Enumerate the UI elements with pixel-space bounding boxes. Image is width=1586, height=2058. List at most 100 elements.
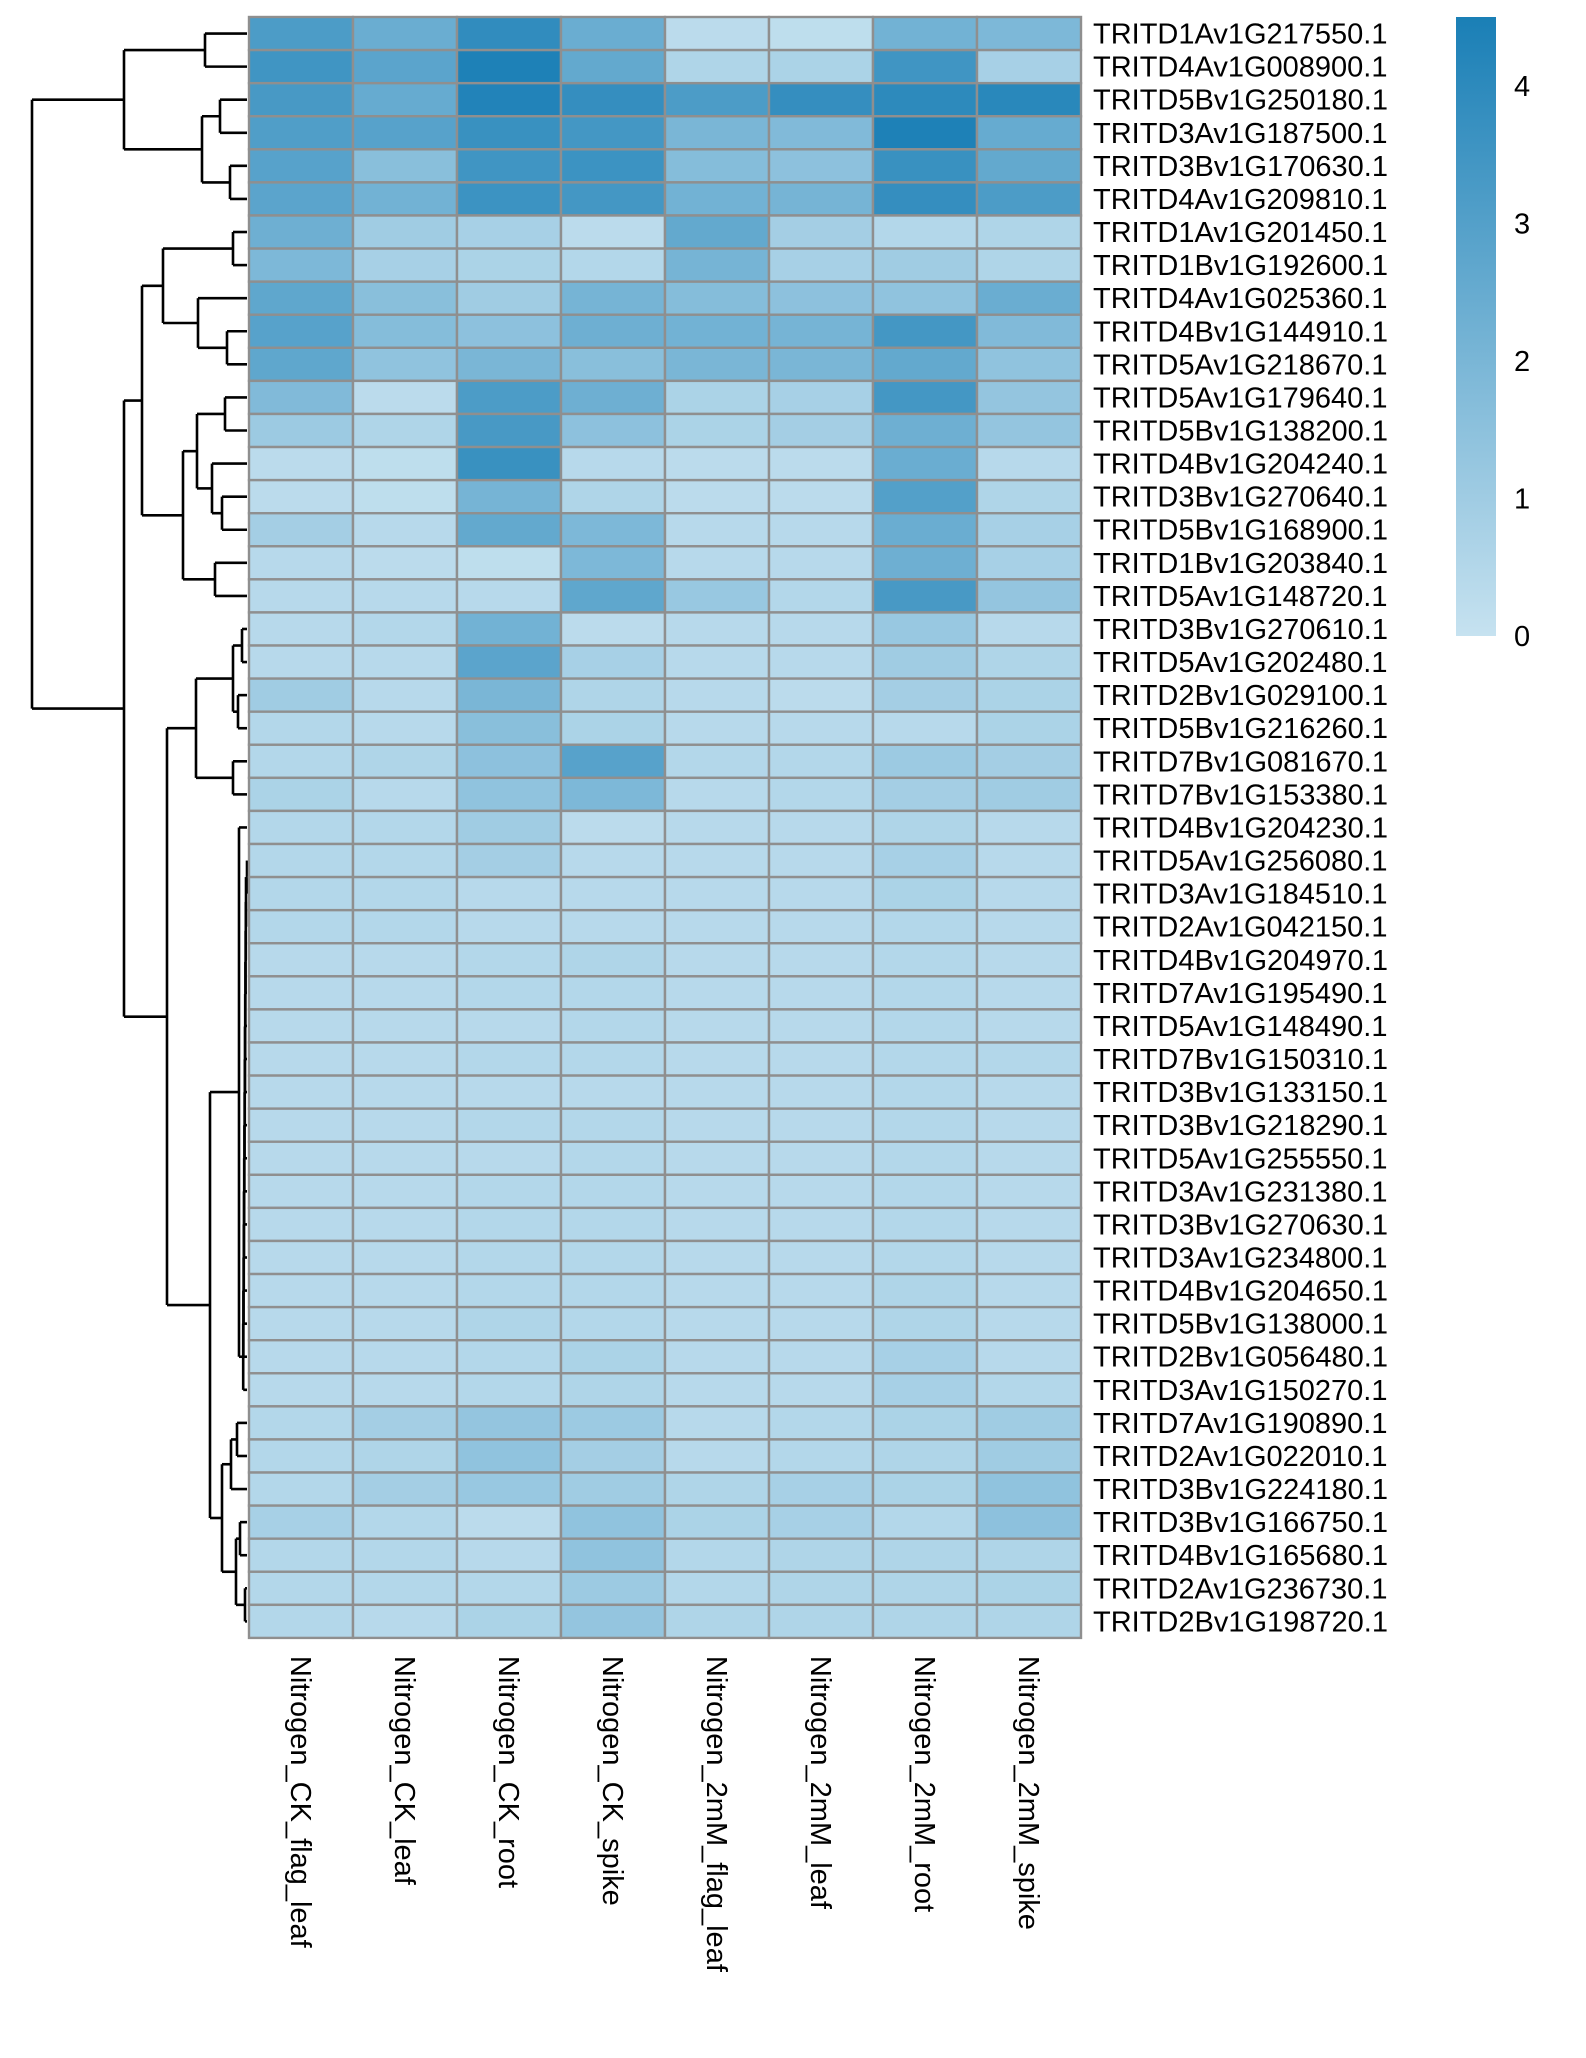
heatmap-cell <box>767 15 875 52</box>
row-label: TRITD3Av1G187500.1 <box>1093 118 1387 150</box>
heatmap-cell <box>767 776 875 813</box>
heatmap-cell <box>247 975 355 1011</box>
heatmap-cell <box>975 1206 1083 1243</box>
row-label: TRITD5Av1G202480.1 <box>1093 647 1387 679</box>
heatmap-cell <box>559 611 667 647</box>
heatmap-cell <box>559 1107 667 1143</box>
heatmap-cell <box>351 644 459 680</box>
heatmap-cell <box>455 1537 563 1573</box>
row-label: TRITD1Av1G201450.1 <box>1093 217 1387 249</box>
heatmap-cell <box>247 1338 355 1375</box>
heatmap-cell <box>767 1041 875 1077</box>
heatmap-cell <box>975 1239 1083 1276</box>
heatmap-cell <box>767 1239 875 1276</box>
heatmap-cell <box>663 578 771 614</box>
heatmap-cell <box>975 1471 1083 1507</box>
heatmap-cell <box>247 710 355 746</box>
heatmap-cell <box>351 280 459 316</box>
heatmap-cell <box>663 809 771 846</box>
heatmap-cell <box>351 1173 459 1210</box>
row-label: TRITD5Av1G256080.1 <box>1093 846 1387 878</box>
legend-tick-label: 3 <box>1514 208 1530 240</box>
heatmap-cell <box>663 81 771 118</box>
heatmap-cell <box>871 578 979 614</box>
heatmap-cell <box>247 346 355 383</box>
heatmap-cell <box>559 478 667 515</box>
row-label: TRITD5Bv1G168900.1 <box>1093 515 1388 547</box>
heatmap-cell <box>663 148 771 184</box>
heatmap-cell <box>247 478 355 515</box>
heatmap-cell <box>559 148 667 184</box>
heatmap-cell <box>247 247 355 283</box>
heatmap-cell <box>767 1173 875 1210</box>
heatmap-cell <box>559 181 667 217</box>
heatmap-cell <box>455 247 563 283</box>
heatmap-cell <box>871 115 979 151</box>
heatmap-cell <box>351 1206 459 1243</box>
heatmap-cell <box>871 1107 979 1143</box>
heatmap-cell <box>663 1272 771 1309</box>
heatmap-cell <box>351 81 459 118</box>
heatmap-cell <box>351 1239 459 1276</box>
heatmap-cell <box>455 677 563 713</box>
heatmap-cell <box>663 644 771 680</box>
heatmap-cell <box>767 1438 875 1474</box>
heatmap-cell <box>663 1372 771 1408</box>
heatmap-cell <box>351 313 459 350</box>
heatmap-cell <box>559 875 667 912</box>
heatmap-cell <box>975 1173 1083 1210</box>
heatmap-cell <box>559 313 667 350</box>
legend-tick-label: 2 <box>1514 346 1530 378</box>
heatmap-cell <box>767 1140 875 1176</box>
heatmap-cell <box>871 1405 979 1441</box>
heatmap-cell <box>351 908 459 945</box>
heatmap-cell <box>975 1008 1083 1044</box>
heatmap-cell <box>871 1272 979 1309</box>
heatmap-cell <box>871 975 979 1011</box>
heatmap-cell <box>351 545 459 581</box>
column-label: Nitrogen_CK_root <box>492 1656 524 1888</box>
heatmap-cell <box>351 776 459 813</box>
heatmap-cell <box>767 1471 875 1507</box>
heatmap-cell <box>455 842 563 879</box>
row-label: TRITD3Av1G184510.1 <box>1093 879 1387 911</box>
heatmap-cell <box>247 48 355 85</box>
heatmap-cell <box>351 875 459 912</box>
heatmap-cell <box>663 1140 771 1176</box>
heatmap-cell <box>975 1338 1083 1375</box>
heatmap-cell <box>351 412 459 449</box>
heatmap-cell <box>767 677 875 713</box>
heatmap-cell <box>767 1074 875 1110</box>
heatmap-cell <box>975 445 1083 482</box>
heatmap-cell <box>559 1305 667 1342</box>
row-label: TRITD3Av1G150270.1 <box>1093 1375 1387 1407</box>
row-label: TRITD4Bv1G204650.1 <box>1093 1276 1388 1308</box>
heatmap-cell <box>871 743 979 780</box>
heatmap-cell <box>247 1570 355 1607</box>
column-label: Nitrogen_2mM_spike <box>1012 1656 1044 1930</box>
heatmap-cell <box>559 1537 667 1573</box>
heatmap-cell <box>663 1305 771 1342</box>
row-label: TRITD7Av1G190890.1 <box>1093 1408 1387 1440</box>
heatmap-cell <box>767 1537 875 1573</box>
heatmap-cell <box>663 776 771 813</box>
heatmap-cell <box>455 280 563 316</box>
heatmap-cell <box>455 908 563 945</box>
row-label: TRITD1Bv1G203840.1 <box>1093 548 1388 580</box>
row-label: TRITD4Av1G025360.1 <box>1093 283 1387 315</box>
row-label: TRITD3Av1G231380.1 <box>1093 1176 1387 1208</box>
heatmap-cell <box>455 1372 563 1408</box>
heatmap-cell <box>767 743 875 780</box>
heatmap-cell <box>247 1305 355 1342</box>
heatmap-cell <box>455 1570 563 1607</box>
heatmap-cell <box>559 346 667 383</box>
heatmap-cell <box>559 280 667 316</box>
heatmap-cell <box>559 1338 667 1375</box>
heatmap-cell <box>767 148 875 184</box>
heatmap-cell <box>455 1338 563 1375</box>
heatmap-cell <box>975 247 1083 283</box>
heatmap-cell <box>663 1504 771 1540</box>
legend-tick-label: 0 <box>1514 621 1530 653</box>
heatmap-cell <box>871 512 979 548</box>
heatmap-cell <box>559 1008 667 1044</box>
